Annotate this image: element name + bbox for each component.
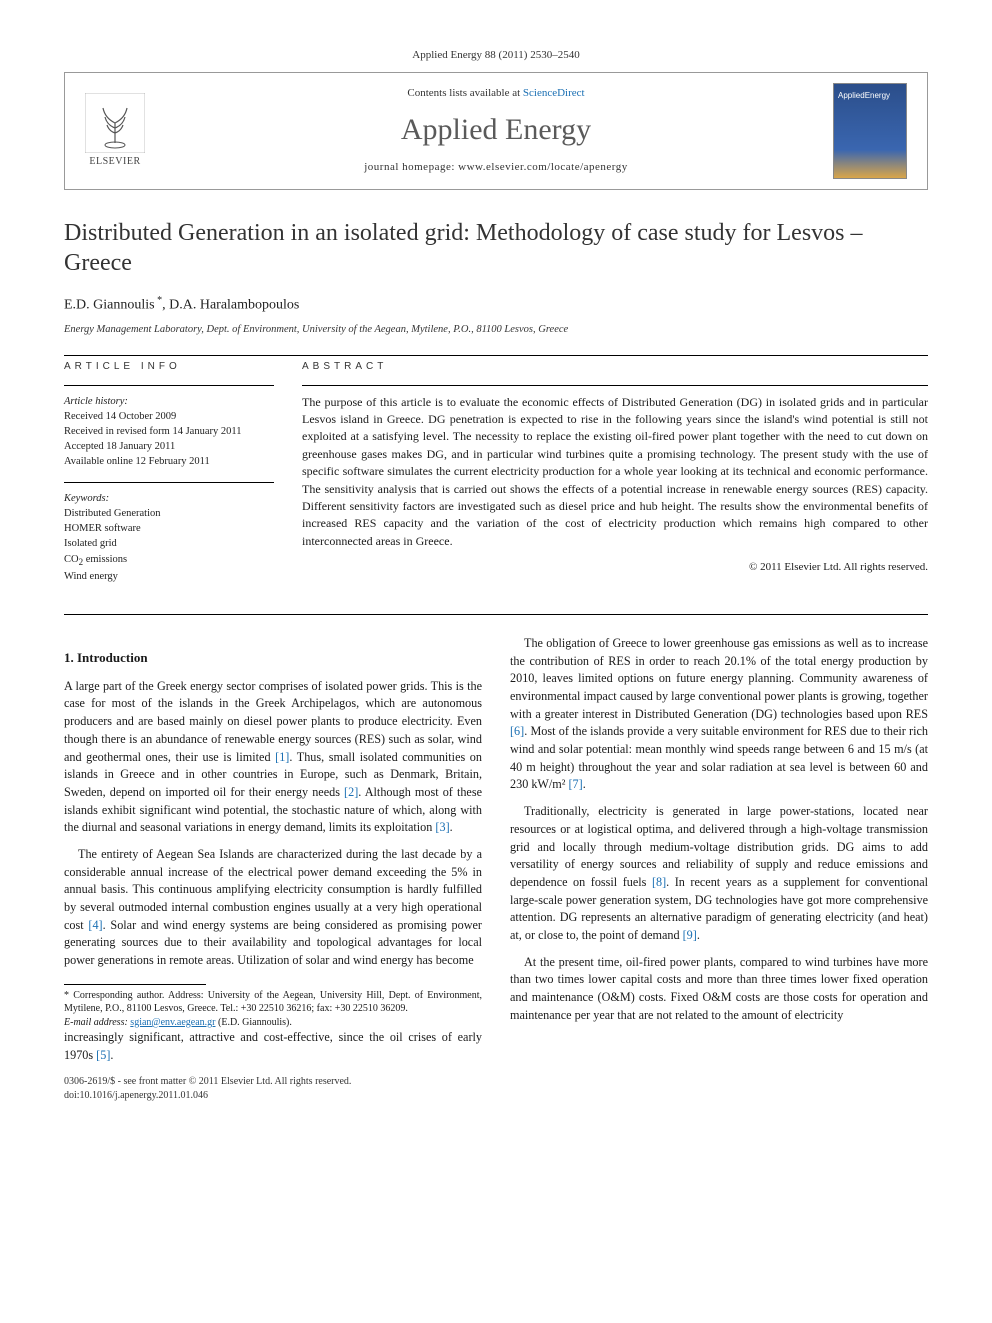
para-2: The entirety of Aegean Sea Islands are c… (64, 846, 482, 970)
keyword: Wind energy (64, 571, 118, 582)
keywords-label: Keywords: (64, 493, 109, 504)
keyword: HOMER software (64, 523, 141, 534)
copyright: © 2011 Elsevier Ltd. All rights reserved… (302, 560, 928, 576)
ref-link[interactable]: [1] (275, 750, 289, 764)
journal-name: Applied Energy (173, 108, 819, 152)
history-online: Available online 12 February 2011 (64, 456, 210, 467)
article-info: ARTICLE INFO Article history: Received 1… (64, 360, 274, 596)
page-footer: 0306-2619/$ - see front matter © 2011 El… (64, 1075, 928, 1104)
history-received: Received 14 October 2009 (64, 411, 176, 422)
history-label: Article history: (64, 396, 128, 407)
rule-bottom (64, 614, 928, 615)
journal-cover-thumbnail (833, 83, 907, 179)
abstract-block: ABSTRACT The purpose of this article is … (302, 360, 928, 596)
ref-link[interactable]: [5] (96, 1048, 110, 1062)
author-2: D.A. Haralambopoulos (169, 298, 299, 313)
footer-doi: doi:10.1016/j.apenergy.2011.01.046 (64, 1089, 351, 1104)
abstract-text: The purpose of this article is to evalua… (302, 394, 928, 551)
sciencedirect-link[interactable]: ScienceDirect (523, 87, 585, 99)
corr-footnote: * Corresponding author. Address: Univers… (64, 989, 482, 1016)
affiliation: Energy Management Laboratory, Dept. of E… (64, 322, 928, 337)
para-6: At the present time, oil-fired power pla… (510, 954, 928, 1025)
ref-link[interactable]: [3] (435, 820, 449, 834)
history-accepted: Accepted 18 January 2011 (64, 441, 175, 452)
keyword: Isolated grid (64, 538, 117, 549)
email-link[interactable]: sgian@env.aegean.gr (130, 1017, 215, 1028)
abstract-label: ABSTRACT (302, 360, 928, 375)
para-5: Traditionally, electricity is generated … (510, 803, 928, 945)
para-1: A large part of the Greek energy sector … (64, 678, 482, 837)
para-3: increasingly significant, attractive and… (64, 1029, 482, 1064)
history-revised: Received in revised form 14 January 2011 (64, 426, 241, 437)
homepage-url[interactable]: www.elsevier.com/locate/apenergy (458, 161, 628, 173)
intro-heading: 1. Introduction (64, 649, 482, 668)
email-label: E-mail address: (64, 1017, 130, 1028)
body-columns: 1. Introduction A large part of the Gree… (64, 635, 928, 1065)
author-1: E.D. Giannoulis (64, 298, 155, 313)
email-suffix: (E.D. Giannoulis). (216, 1017, 292, 1028)
authors: E.D. Giannoulis *, D.A. Haralambopoulos (64, 294, 928, 316)
corr-mark: * (155, 295, 163, 306)
ref-link[interactable]: [9] (683, 928, 697, 942)
homepage-label: journal homepage: (364, 161, 458, 173)
footnote-rule (64, 984, 206, 985)
article-info-label: ARTICLE INFO (64, 360, 274, 375)
journal-header: ELSEVIER Contents lists available at Sci… (64, 72, 928, 190)
contents-prefix: Contents lists available at (407, 87, 522, 99)
keyword: Distributed Generation (64, 508, 161, 519)
rule-top (64, 355, 928, 356)
ref-link[interactable]: [8] (652, 875, 666, 889)
ref-link[interactable]: [6] (510, 724, 524, 738)
elsevier-word: ELSEVIER (89, 155, 140, 170)
ref-link[interactable]: [2] (344, 785, 358, 799)
journal-homepage: journal homepage: www.elsevier.com/locat… (173, 160, 819, 176)
email-footnote: E-mail address: sgian@env.aegean.gr (E.D… (64, 1016, 482, 1030)
ref-link[interactable]: [4] (88, 918, 102, 932)
footer-front-matter: 0306-2619/$ - see front matter © 2011 El… (64, 1075, 351, 1090)
tree-icon (85, 93, 145, 153)
elsevier-logo: ELSEVIER (79, 91, 151, 171)
article-title: Distributed Generation in an isolated gr… (64, 218, 928, 278)
para-4: The obligation of Greece to lower greenh… (510, 635, 928, 794)
keyword: CO2 emissions (64, 554, 127, 565)
contents-available: Contents lists available at ScienceDirec… (173, 86, 819, 102)
running-head: Applied Energy 88 (2011) 2530–2540 (64, 48, 928, 64)
ref-link[interactable]: [7] (569, 777, 583, 791)
